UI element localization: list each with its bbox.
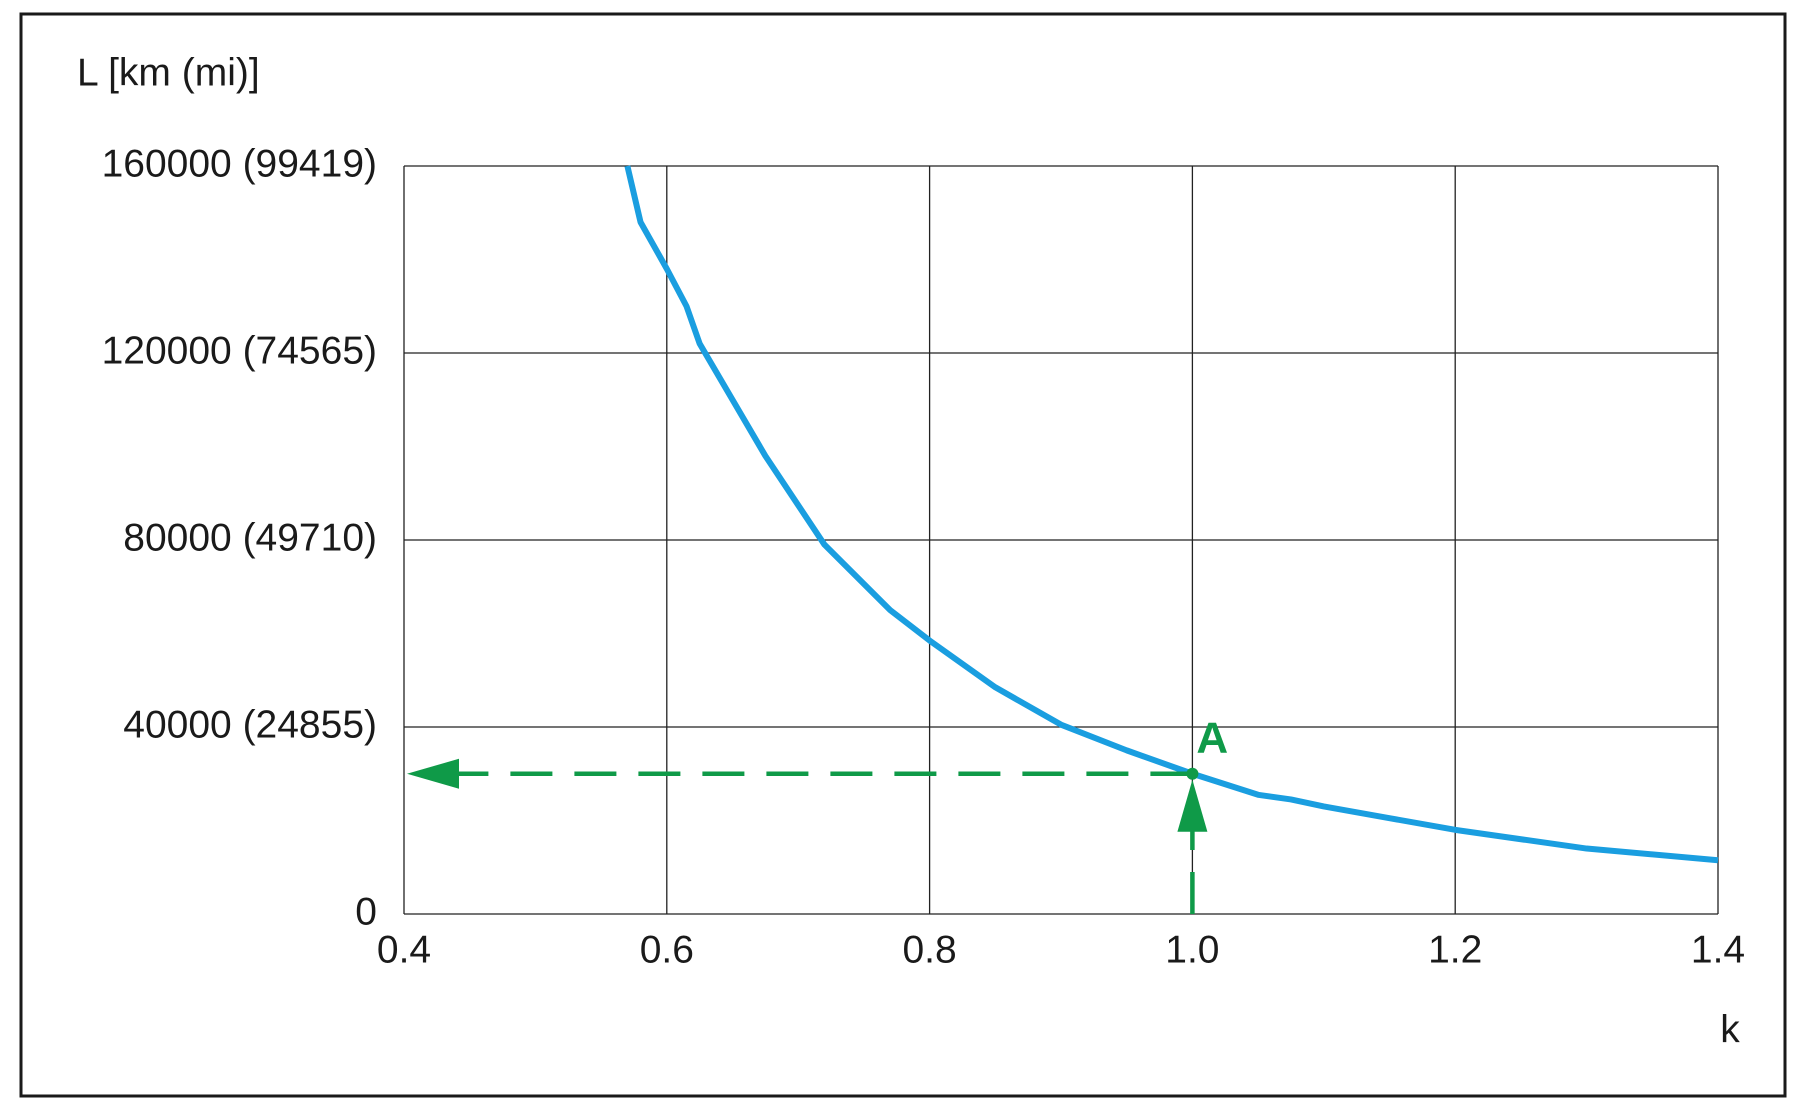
x-tick-label: 1.2 — [1428, 928, 1482, 971]
x-tick-label: 0.6 — [640, 928, 694, 971]
y-tick-label: 0 — [355, 890, 377, 933]
x-tick-label: 1.4 — [1691, 928, 1745, 971]
y-tick-label: 160000 (99419) — [102, 142, 377, 185]
y-tick-label: 80000 (49710) — [123, 516, 377, 559]
x-tick-label: 0.8 — [902, 928, 956, 971]
line-series — [624, 165, 1719, 864]
frame — [19, 12, 1787, 1098]
arrowhead-up — [1177, 779, 1208, 832]
y-axis-label: L [km (mi)] — [77, 51, 260, 94]
x-tick-label: 1.0 — [1165, 928, 1219, 971]
arrowhead-left — [407, 758, 459, 789]
annotation-point — [1186, 767, 1199, 780]
annotation-label: A — [1196, 713, 1228, 762]
y-tick-label: 40000 (24855) — [123, 703, 377, 746]
x-axis-label: k — [1720, 1008, 1740, 1051]
x-tick-label: 0.4 — [377, 928, 431, 971]
y-tick-label: 120000 (74565) — [102, 329, 377, 372]
